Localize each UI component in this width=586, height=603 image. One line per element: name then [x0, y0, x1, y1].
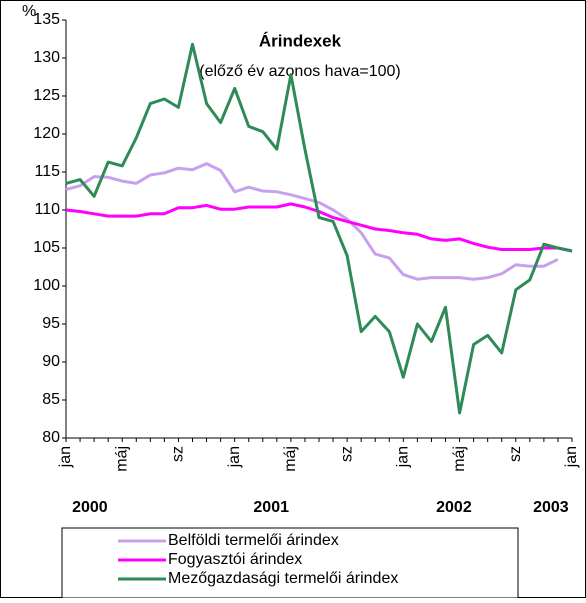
x-tick-label: máj	[451, 446, 468, 472]
y-tick-label: 130	[33, 49, 60, 66]
x-tick-label: jan	[563, 446, 580, 468]
x-tick-label: sz	[507, 446, 524, 462]
x-tick-label: jan	[57, 446, 74, 468]
x-tick-label: máj	[282, 446, 299, 472]
x-tick-label: jan	[395, 446, 412, 468]
x-tick-label: sz	[170, 446, 187, 462]
y-tick-label: 110	[34, 201, 60, 218]
y-tick-label: 135	[33, 11, 60, 28]
legend-label: Mezőgazdasági termelői árindex	[168, 570, 398, 587]
x-tick-label: sz	[338, 446, 355, 462]
y-tick-label: 125	[33, 87, 60, 104]
legend-label: Fogyasztói árindex	[168, 551, 302, 568]
y-tick-label: 80	[42, 429, 60, 446]
year-label: 2002	[436, 499, 472, 516]
x-tick-label: máj	[113, 446, 130, 472]
x-tick-label: jan	[226, 446, 243, 468]
legend-label: Belföldi termelői árindex	[168, 532, 339, 549]
y-tick-label: 105	[33, 239, 60, 256]
series-line	[65, 162, 559, 281]
chart-subtitle: (előző év azonos hava=100)	[199, 63, 400, 80]
year-label: 2000	[72, 499, 108, 516]
y-tick-label: 95	[42, 315, 60, 332]
year-label: 2003	[533, 499, 569, 516]
y-tick-label: 115	[34, 163, 60, 180]
series-line	[65, 42, 573, 415]
y-tick-label: 120	[33, 125, 60, 142]
chart-title: Árindexek	[259, 31, 342, 50]
year-label: 2001	[253, 499, 289, 516]
y-axis-label: %	[22, 3, 36, 20]
y-tick-label: 100	[33, 277, 60, 294]
y-tick-label: 90	[42, 353, 60, 370]
y-tick-label: 85	[42, 391, 60, 408]
